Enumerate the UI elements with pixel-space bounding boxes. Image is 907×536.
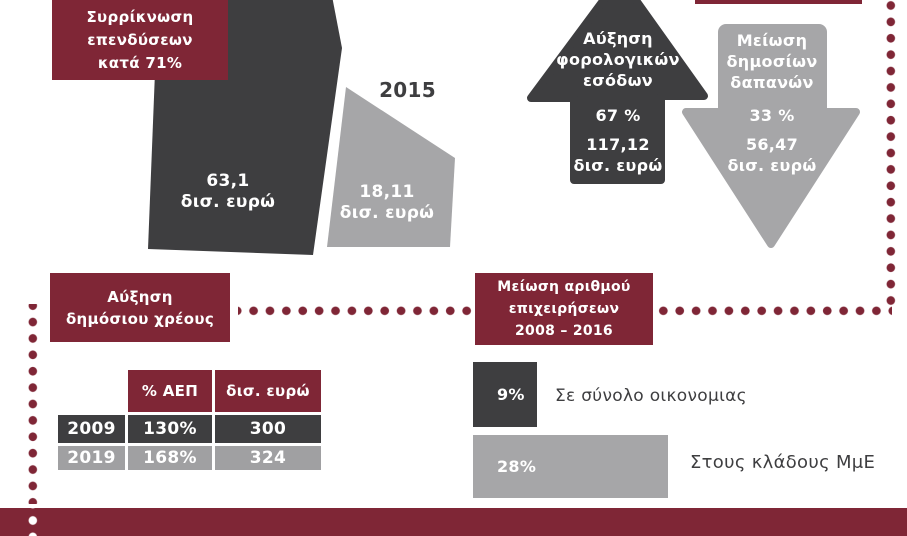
table-cell-gdp-2019: 168% — [128, 446, 212, 470]
top-right-ribbon — [695, 0, 862, 4]
table-header-amount: δισ. ευρώ — [215, 370, 321, 412]
spending-down-arrow — [682, 108, 860, 248]
spending-amount: 56,47 — [745, 135, 799, 154]
spending-percent: 33 % — [749, 106, 795, 125]
public-debt-badge: Αύξηση δημόσιου χρέους — [50, 273, 230, 342]
table-header-gdp: % ΑΕΠ — [128, 370, 212, 412]
spending-title-line: δημοσίων — [726, 52, 818, 71]
dotted-line-left-vertical-white — [25, 504, 41, 536]
public-spending-text: Μείωση δημοσίων δαπανών 33 % 56,47 δισ. … — [692, 30, 852, 176]
investments-2015-shape — [327, 87, 455, 247]
badge-line: επενδύσεων — [87, 30, 193, 49]
dotted-line-right-vertical — [883, 0, 899, 306]
table-cell-year-2019: 2019 — [58, 446, 125, 470]
bottom-ribbon — [0, 508, 907, 536]
public-debt-table: % ΑΕΠ δισ. ευρώ 2009 130% 300 2019 168% … — [58, 370, 321, 470]
badge-line: επιχειρήσεων — [508, 301, 620, 317]
badge-line: 2008 – 2016 — [515, 323, 613, 339]
economy-total-label: Σε σύνολο οικονομιας — [555, 386, 747, 406]
economy-total-bar-value: 9% — [497, 385, 525, 404]
value-line: 63,1 — [206, 171, 250, 191]
table-header-blank — [58, 370, 125, 412]
badge-line: δημόσιου χρέους — [65, 309, 215, 328]
tax-revenue-unit: δισ. ευρώ — [573, 156, 663, 175]
investments-dark-value: 63,1 δισ. ευρώ — [158, 171, 298, 213]
tax-revenue-text: Αύξηση φορολογικών εσόδων 67 % 117,12 δι… — [538, 28, 698, 176]
economy-total-bar: 9% — [473, 362, 537, 427]
tax-revenue-title-line: Αύξηση — [583, 29, 653, 48]
tax-revenue-up-arrow — [527, 0, 708, 184]
sme-bar-value: 28% — [497, 457, 537, 476]
investments-shrink-badge: Συρρίκνωση επενδύσεων κατά 71% — [52, 0, 228, 80]
spending-arrow-stem — [718, 24, 827, 116]
table-cell-amount-2009: 300 — [215, 415, 321, 443]
badge-line: Συρρίκνωση — [86, 7, 194, 26]
value-line: δισ. ευρώ — [180, 192, 276, 212]
value-line: 18,11 — [359, 182, 415, 202]
table-cell-gdp-2009: 130% — [128, 415, 212, 443]
tax-revenue-title-line: εσόδων — [583, 71, 653, 90]
value-line: δισ. ευρώ — [339, 203, 435, 223]
table-cell-year-2009: 2009 — [58, 415, 125, 443]
spending-title-line: Μείωση — [736, 31, 808, 50]
dotted-line-left-vertical — [25, 304, 41, 504]
badge-line: κατά 71% — [97, 53, 183, 72]
spending-title-line: δαπανών — [730, 73, 814, 92]
table-cell-amount-2019: 324 — [215, 446, 321, 470]
investments-2015-label: 2015 — [379, 78, 436, 102]
investments-2015-value: 18,11 δισ. ευρώ — [317, 182, 457, 224]
businesses-decline-badge: Μείωση αριθμού επιχειρήσεων 2008 – 2016 — [475, 273, 653, 345]
spending-unit: δισ. ευρώ — [727, 156, 817, 175]
tax-revenue-amount: 117,12 — [586, 135, 650, 154]
badge-line: Αύξηση — [107, 287, 173, 306]
sme-bar: 28% — [473, 435, 668, 498]
tax-revenue-title-line: φορολογικών — [556, 50, 680, 69]
tax-revenue-percent: 67 % — [595, 106, 641, 125]
sme-label: Στους κλάδους ΜμΕ — [690, 452, 876, 473]
badge-line: Μείωση αριθμού — [497, 279, 631, 295]
